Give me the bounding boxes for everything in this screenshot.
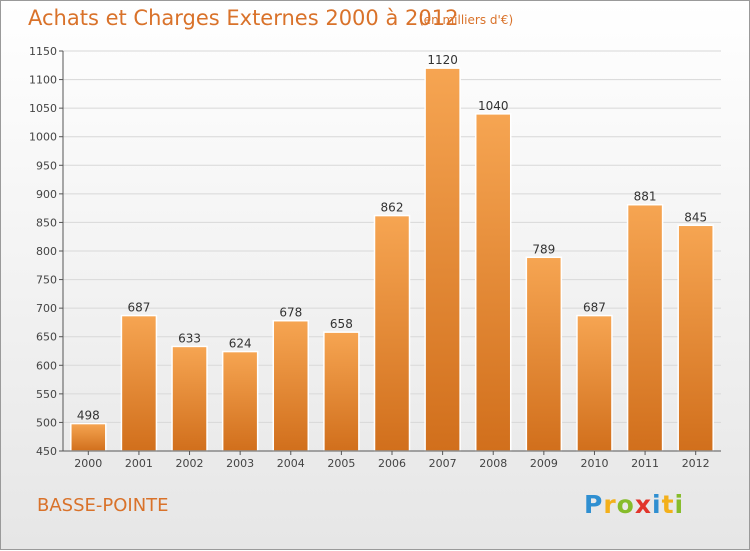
x-tick-label: 2009 — [530, 457, 558, 470]
y-tick-label: 850 — [36, 216, 57, 229]
bar — [323, 331, 360, 452]
x-tick-label: 2012 — [682, 457, 710, 470]
bar-value-label: 1120 — [427, 53, 458, 67]
y-tick-label: 500 — [36, 416, 57, 429]
chart-subtitle: (en milliers d'€) — [419, 13, 514, 27]
bar — [120, 314, 158, 452]
y-tick-label: 900 — [36, 188, 57, 201]
bar-value-label: 498 — [77, 409, 100, 423]
bar-value-label: 1040 — [478, 99, 509, 113]
bar — [171, 345, 208, 452]
bar — [272, 319, 310, 452]
x-tick-label: 2005 — [327, 457, 355, 470]
bar — [70, 422, 107, 452]
y-tick-label: 950 — [36, 159, 57, 172]
labels: 450 500 550 600 650 700 750 800 850 900 950 1000 105… — [29, 45, 710, 470]
y-tick-label: 1000 — [29, 131, 57, 144]
bar — [525, 256, 563, 452]
x-tick-label: 2011 — [631, 457, 659, 470]
bar — [424, 67, 461, 452]
x-tick-label: 2000 — [74, 457, 102, 470]
bar-value-label: 789 — [532, 242, 555, 256]
place-name: BASSE-POINTE — [37, 495, 169, 516]
logo-letter: P — [584, 490, 604, 519]
logo-letter: i — [674, 490, 685, 519]
y-tick-label: 450 — [36, 445, 57, 458]
y-tick-label: 550 — [36, 388, 57, 401]
chart-title: Achats et Charges Externes 2000 à 2012 — [28, 6, 459, 30]
bar-value-label: 862 — [381, 201, 404, 215]
axes — [59, 50, 721, 455]
y-tick-label: 750 — [36, 274, 57, 287]
y-tick-label: 700 — [36, 302, 57, 315]
bar — [221, 350, 259, 452]
bar-value-label: 624 — [229, 337, 252, 351]
bar — [626, 203, 664, 452]
bar-value-label: 687 — [127, 301, 150, 315]
bar — [373, 214, 411, 452]
x-tick-label: 2010 — [580, 457, 608, 470]
proxiti-logo: Proxiti — [584, 490, 684, 519]
x-tick-label: 2004 — [277, 457, 305, 470]
x-tick-label: 2007 — [429, 457, 457, 470]
y-tick-label: 800 — [36, 245, 57, 258]
bar-value-label: 658 — [330, 317, 353, 331]
y-tick-label: 1100 — [29, 74, 57, 87]
bar-value-label: 845 — [684, 210, 707, 224]
bar-value-label: 687 — [583, 301, 606, 315]
bar-value-label: 633 — [178, 331, 201, 345]
x-tick-label: 2008 — [479, 457, 507, 470]
x-tick-label: 2006 — [378, 457, 406, 470]
x-tick-label: 2001 — [125, 457, 153, 470]
bar — [576, 314, 613, 452]
y-tick-label: 600 — [36, 359, 57, 372]
logo-letter: t — [661, 490, 675, 519]
logo-letter: x — [634, 490, 652, 519]
logo-letter: o — [616, 490, 635, 519]
x-tick-label: 2003 — [226, 457, 254, 470]
bar-value-label: 678 — [279, 306, 302, 320]
y-tick-label: 1050 — [29, 102, 57, 115]
logo-letter: r — [603, 490, 617, 519]
bar — [474, 113, 512, 452]
logo-letter: i — [652, 490, 662, 519]
y-tick-label: 1150 — [29, 45, 57, 58]
bar-value-label: 881 — [634, 190, 657, 204]
y-tick-label: 650 — [36, 331, 57, 344]
bar — [677, 224, 714, 452]
x-tick-label: 2002 — [176, 457, 204, 470]
